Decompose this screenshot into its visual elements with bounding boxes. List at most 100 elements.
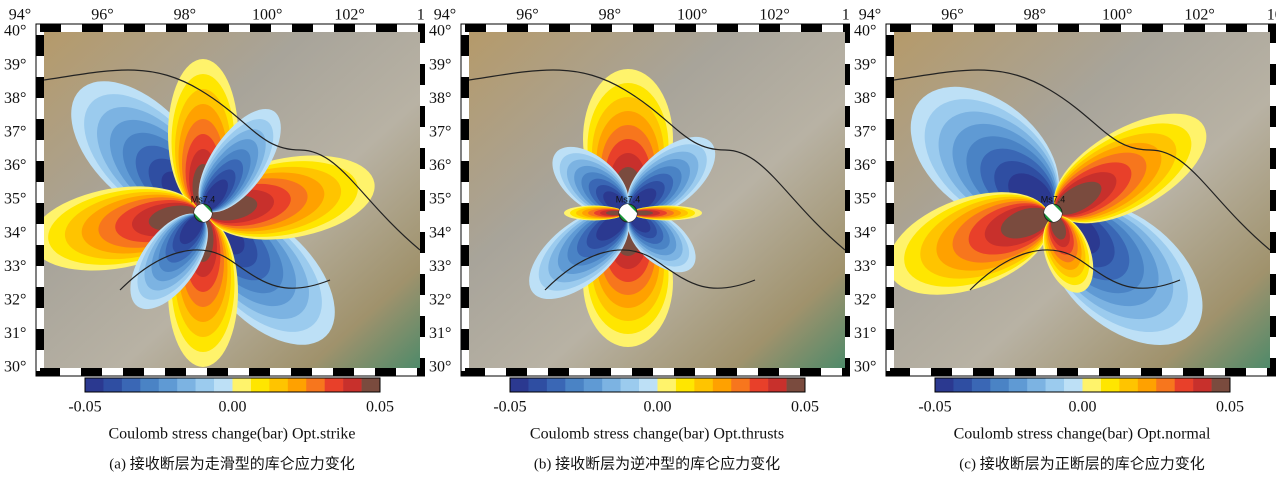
colorbar-swatch bbox=[768, 378, 787, 392]
y-tick-label: 40° bbox=[429, 23, 451, 40]
x-tick-label: 98° bbox=[174, 7, 196, 24]
colorbar-swatch bbox=[269, 378, 288, 392]
x-tick-label: 96° bbox=[91, 7, 113, 24]
y-tick-label: 32° bbox=[429, 291, 451, 308]
y-tick-label: 36° bbox=[4, 157, 26, 174]
colorbar-tick-label: -0.05 bbox=[68, 399, 101, 416]
y-tick-label: 33° bbox=[854, 258, 876, 275]
colorbar-swatch bbox=[196, 378, 215, 392]
colorbar-swatch bbox=[510, 378, 529, 392]
colorbar-tick-label: 0.00 bbox=[644, 399, 672, 416]
x-tick-label: 98° bbox=[599, 7, 621, 24]
colorbar-swatch bbox=[343, 378, 362, 392]
colorbar-tick-label: -0.05 bbox=[493, 399, 526, 416]
x-tick-label: 96° bbox=[941, 7, 963, 24]
colorbar-swatch bbox=[935, 378, 954, 392]
y-tick-label: 35° bbox=[854, 191, 876, 208]
colorbar-tick-label: 0.00 bbox=[1069, 399, 1097, 416]
colorbar-swatch bbox=[602, 378, 621, 392]
y-tick-label: 39° bbox=[429, 56, 451, 73]
figure: Ms7.4 94° 96° 98° 100° 102° 104° 40° 39° 38° 37° 36… bbox=[0, 0, 1276, 478]
y-tick-label: 31° bbox=[429, 325, 451, 342]
colorbar-swatch bbox=[85, 378, 104, 392]
y-tick-label: 40° bbox=[4, 23, 26, 40]
x-tick-label: 100° bbox=[677, 7, 707, 24]
x-tick-label: 104° bbox=[417, 7, 425, 24]
colorbar-swatch bbox=[1156, 378, 1175, 392]
x-tick-label: 100° bbox=[1102, 7, 1132, 24]
colorbar-swatch bbox=[1175, 378, 1194, 392]
y-tick-label: 35° bbox=[429, 191, 451, 208]
y-tick-label: 36° bbox=[429, 157, 451, 174]
colorbar-tick-label: 0.05 bbox=[1216, 399, 1244, 416]
colorbar-swatch bbox=[584, 378, 603, 392]
y-tick-label: 34° bbox=[429, 224, 451, 241]
y-tick-label: 36° bbox=[854, 157, 876, 174]
event-label: Ms7.4 bbox=[1041, 194, 1066, 204]
colorbar-swatch bbox=[1138, 378, 1157, 392]
caption: (c) 接收断层为正断层的库仑应力变化 bbox=[959, 454, 1204, 472]
x-tick-label: 96° bbox=[516, 7, 538, 24]
colorbar-swatch bbox=[676, 378, 695, 392]
colorbar-swatch bbox=[750, 378, 769, 392]
x-tick-label: 104° bbox=[842, 7, 850, 24]
colorbar-swatch bbox=[1046, 378, 1065, 392]
colorbar-swatch bbox=[1119, 378, 1138, 392]
colorbar-swatch bbox=[1064, 378, 1083, 392]
y-tick-label: 33° bbox=[429, 258, 451, 275]
colorbar-swatch bbox=[787, 378, 806, 392]
y-tick-label: 35° bbox=[4, 191, 26, 208]
colorbar-tick-label: 0.05 bbox=[791, 399, 819, 416]
y-tick-label: 30° bbox=[854, 359, 876, 376]
colorbar-swatch bbox=[990, 378, 1009, 392]
colorbar-swatch bbox=[639, 378, 658, 392]
colorbar-swatch bbox=[621, 378, 640, 392]
y-tick-label: 39° bbox=[4, 56, 26, 73]
y-tick-label: 34° bbox=[4, 224, 26, 241]
colorbar-swatch bbox=[362, 378, 381, 392]
y-tick-label: 38° bbox=[854, 90, 876, 107]
colorbar-swatch bbox=[251, 378, 270, 392]
colorbar-swatch bbox=[953, 378, 972, 392]
x-tick-label: 94° bbox=[434, 7, 456, 24]
y-tick-label: 37° bbox=[854, 123, 876, 140]
map-panel: Ms7.494°96°98°100°102°104°40°39°38°37°36… bbox=[0, 0, 425, 478]
map-panel: Ms7.494°96°98°100°102°104°40°39°38°37°36… bbox=[425, 0, 850, 478]
y-tick-label: 30° bbox=[429, 359, 451, 376]
colorbar-swatch bbox=[233, 378, 252, 392]
colorbar-title: Coulomb stress change(bar) Opt.strike bbox=[108, 426, 355, 443]
y-tick-label: 39° bbox=[854, 56, 876, 73]
caption: (b) 接收断层为逆冲型的库仑应力变化 bbox=[534, 454, 780, 472]
y-tick-label: 31° bbox=[854, 325, 876, 342]
y-tick-label: 33° bbox=[4, 258, 26, 275]
colorbar-swatch bbox=[694, 378, 713, 392]
y-tick-label: 31° bbox=[4, 325, 26, 342]
y-tick-label: 32° bbox=[4, 291, 26, 308]
colorbar-swatch bbox=[713, 378, 732, 392]
colorbar-swatch bbox=[565, 378, 584, 392]
y-tick-label: 38° bbox=[429, 90, 451, 107]
x-tick-label: 94° bbox=[859, 7, 881, 24]
lobe bbox=[564, 206, 624, 221]
colorbar-swatch bbox=[288, 378, 307, 392]
x-tick-label: 104° bbox=[1267, 7, 1276, 24]
colorbar-swatch bbox=[658, 378, 677, 392]
colorbar-tick-label: 0.05 bbox=[366, 399, 394, 416]
colorbar-swatch bbox=[103, 378, 122, 392]
colorbar-swatch bbox=[528, 378, 547, 392]
y-tick-label: 30° bbox=[4, 359, 26, 376]
colorbar-swatch bbox=[159, 378, 178, 392]
colorbar-swatch bbox=[1083, 378, 1102, 392]
x-tick-label: 102° bbox=[1184, 7, 1214, 24]
map-panel: Ms7.494°96°98°100°102°104°40°39°38°37°36… bbox=[850, 0, 1276, 478]
colorbar-title: Coulomb stress change(bar) Opt.thrusts bbox=[530, 426, 784, 443]
colorbar-swatch bbox=[306, 378, 325, 392]
colorbar-swatch bbox=[214, 378, 233, 392]
colorbar-swatch bbox=[1027, 378, 1046, 392]
y-tick-label: 32° bbox=[854, 291, 876, 308]
x-tick-label: 98° bbox=[1024, 7, 1046, 24]
colorbar-swatch bbox=[1101, 378, 1120, 392]
colorbar-swatch bbox=[325, 378, 344, 392]
event-label: Ms7.4 bbox=[616, 194, 641, 204]
event-label: Ms7.4 bbox=[191, 194, 216, 204]
